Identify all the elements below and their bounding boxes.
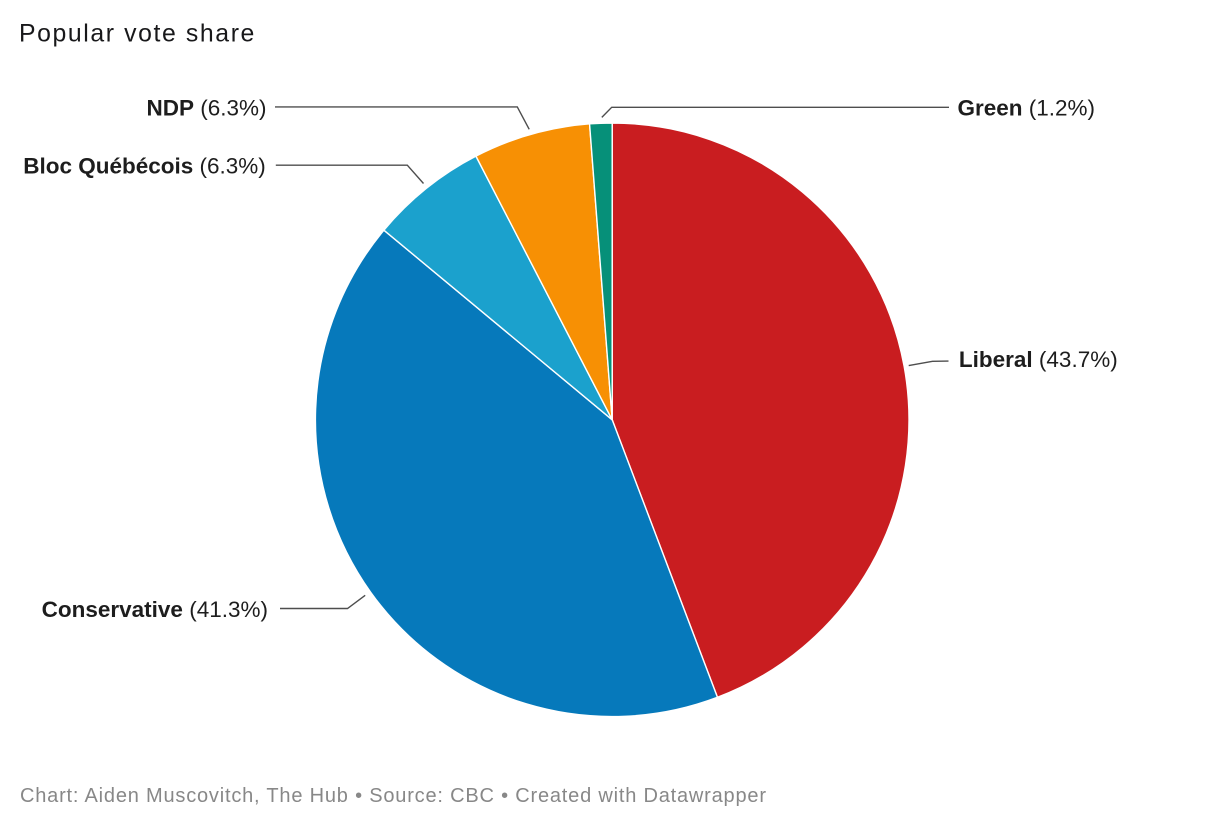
svg-text:Conservative (41.3%): Conservative (41.3%) — [42, 597, 268, 622]
svg-text:Chart: Aiden Muscovitch, The H: Chart: Aiden Muscovitch, The Hub • Sourc… — [20, 785, 767, 807]
svg-text:NDP (6.3%): NDP (6.3%) — [146, 95, 266, 120]
svg-text:Green (1.2%): Green (1.2%) — [958, 96, 1096, 121]
svg-text:Bloc Québécois (6.3%): Bloc Québécois (6.3%) — [23, 154, 266, 179]
svg-text:Liberal (43.7%): Liberal (43.7%) — [959, 347, 1118, 372]
svg-text:Popular vote share: Popular vote share — [19, 20, 256, 47]
